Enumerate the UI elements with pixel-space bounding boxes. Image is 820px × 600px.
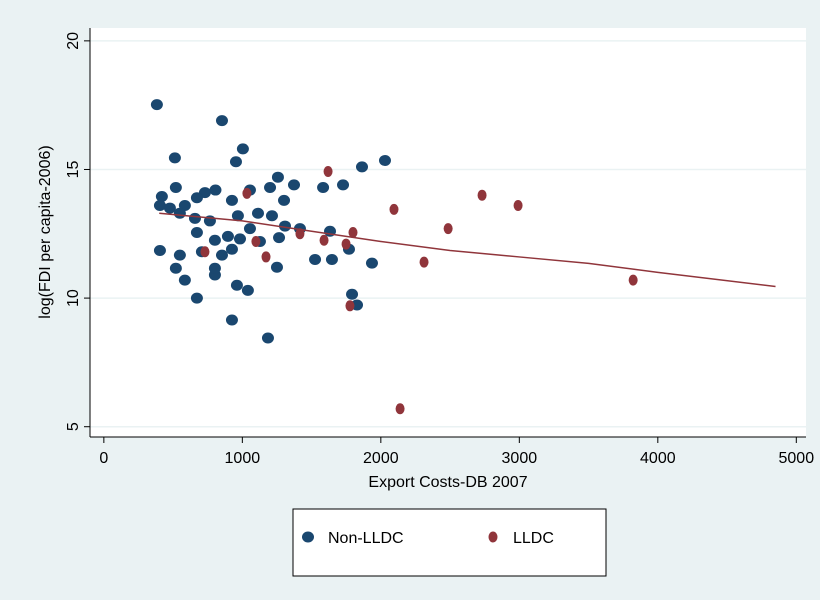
point	[323, 166, 333, 178]
point	[243, 223, 256, 235]
legend-label: Non-LLDC	[328, 530, 404, 547]
point	[251, 236, 261, 248]
point	[317, 181, 330, 193]
point	[513, 199, 523, 211]
x-axis-label: Export Costs-DB 2007	[368, 474, 527, 491]
legend-marker	[302, 531, 314, 543]
y-tick-label: 5	[65, 422, 82, 431]
point	[225, 243, 238, 255]
point	[229, 156, 242, 168]
legend-label: LLDC	[513, 530, 554, 547]
grid	[90, 40, 806, 428]
point	[233, 233, 246, 245]
y-tick-label: 20	[65, 32, 82, 50]
point	[265, 210, 278, 222]
point	[319, 234, 329, 246]
point	[150, 99, 163, 111]
point	[168, 152, 181, 164]
point	[231, 210, 244, 222]
point	[325, 254, 338, 266]
point	[270, 261, 283, 273]
point	[153, 245, 166, 257]
point	[208, 234, 221, 246]
point	[173, 207, 186, 219]
point	[345, 300, 355, 312]
point	[341, 238, 351, 250]
point	[209, 184, 222, 196]
y-tick-label: 15	[65, 160, 82, 178]
point	[208, 262, 221, 274]
point	[188, 212, 201, 224]
point	[163, 202, 176, 214]
point	[261, 332, 274, 344]
point	[169, 181, 182, 193]
point	[365, 257, 378, 269]
point	[225, 194, 238, 206]
point	[477, 189, 487, 201]
point	[155, 190, 168, 202]
x-tick-label: 2000	[363, 450, 399, 467]
x-tick-label: 1000	[225, 450, 261, 467]
point	[190, 292, 203, 304]
point	[190, 227, 203, 238]
x-tick-label: 4000	[640, 450, 676, 467]
point	[443, 223, 453, 235]
x-tick-label: 5000	[779, 450, 815, 467]
point	[251, 207, 264, 219]
fit-line	[159, 212, 776, 288]
point	[264, 181, 277, 193]
point	[261, 251, 271, 263]
point	[215, 115, 228, 127]
y-axis-label: log(FDI per capita-2006)	[37, 145, 54, 318]
legend	[292, 508, 607, 577]
point	[200, 246, 210, 258]
point	[309, 254, 322, 266]
point	[419, 256, 429, 268]
point	[242, 187, 252, 199]
point	[355, 161, 368, 173]
point	[230, 279, 243, 291]
ticks: 5 10 15 20 0 1000 2000 3000 4000 5000	[65, 32, 814, 467]
point	[241, 284, 254, 296]
marks	[150, 99, 776, 415]
point	[153, 199, 166, 211]
point	[295, 228, 305, 240]
point	[169, 262, 182, 274]
point	[348, 227, 358, 238]
point	[178, 274, 191, 286]
point	[236, 143, 249, 155]
x-tick-label: 0	[99, 450, 108, 467]
point	[273, 232, 286, 244]
legend-marker	[488, 531, 498, 543]
point	[395, 403, 405, 415]
y-tick-label: 10	[65, 289, 82, 307]
point	[346, 288, 359, 300]
point	[215, 249, 228, 261]
point	[271, 171, 284, 183]
point	[173, 249, 186, 261]
point	[225, 314, 238, 326]
point	[278, 220, 291, 232]
point	[221, 230, 234, 242]
point	[389, 203, 399, 215]
point	[287, 179, 300, 191]
point	[378, 154, 391, 166]
legend-items: Non-LLDC LLDC	[302, 530, 554, 547]
point	[190, 192, 203, 204]
x-tick-label: 3000	[502, 450, 538, 467]
point	[628, 274, 638, 286]
point	[337, 179, 350, 191]
point	[278, 194, 291, 206]
